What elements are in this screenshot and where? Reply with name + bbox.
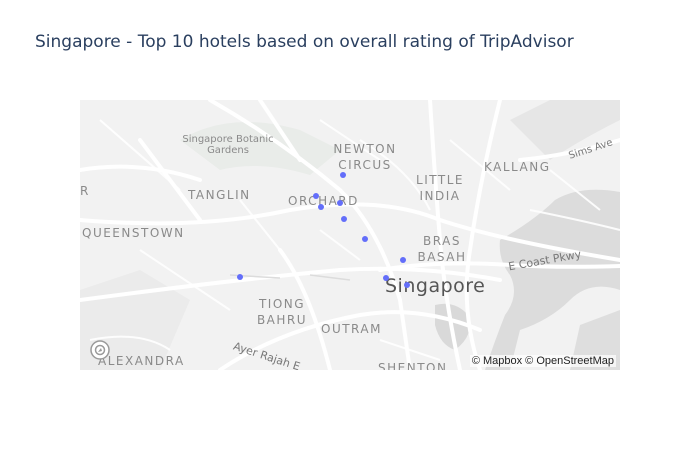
label-shenton: SHENTON <box>378 361 448 370</box>
label-botanic-gardens: Singapore Botanic Gardens <box>182 134 274 156</box>
basemap <box>80 100 620 370</box>
label-alexandra: ALEXANDRA <box>98 354 185 368</box>
label-bras-basah: BRAS BASAH <box>417 234 467 264</box>
map[interactable]: Singapore Botanic Gardens NEWTON CIRCUS … <box>80 100 620 370</box>
hotel-marker[interactable] <box>236 273 243 280</box>
label-little-india: LITTLE INDIA <box>416 173 464 203</box>
hotel-marker[interactable] <box>341 216 348 223</box>
hotel-marker[interactable] <box>337 199 344 206</box>
label-kallang: KALLANG <box>484 160 551 174</box>
hotel-marker[interactable] <box>400 257 406 264</box>
hotel-marker[interactable] <box>340 171 346 178</box>
label-tanglin: TANGLIN <box>188 188 251 202</box>
label-singapore: Singapore <box>385 275 486 297</box>
chart-title: Singapore - Top 10 hotels based on overa… <box>35 32 574 52</box>
label-tiong-bahru: TIONG BAHRU <box>256 297 308 327</box>
label-newton-circus: NEWTON CIRCUS <box>333 142 397 172</box>
hotel-marker[interactable] <box>317 203 324 210</box>
label-queenstown: QUEENSTOWN <box>82 226 185 240</box>
hotel-marker[interactable] <box>404 282 411 289</box>
hotel-marker[interactable] <box>312 192 319 199</box>
mapbox-logo-icon[interactable] <box>90 340 110 360</box>
label-outram: OUTRAM <box>321 322 382 336</box>
label-edge-r: R <box>80 184 90 198</box>
hotel-marker[interactable] <box>361 236 368 243</box>
map-attribution[interactable]: © Mapbox © OpenStreetMap <box>469 355 616 367</box>
hotel-marker[interactable] <box>382 275 389 282</box>
